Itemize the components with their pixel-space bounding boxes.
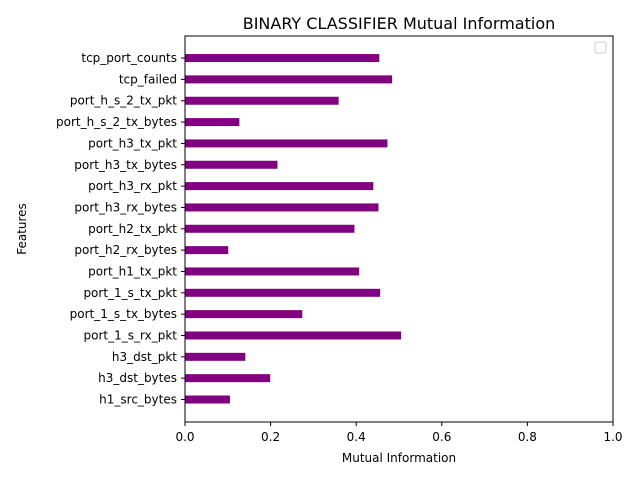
bar-port_h3_tx_pkt	[185, 139, 388, 148]
bar-h3_dst_pkt	[185, 352, 246, 361]
bar-port_h2_tx_pkt	[185, 224, 355, 233]
bar-port_1_s_rx_pkt	[185, 331, 402, 340]
legend-box[interactable]	[594, 41, 607, 54]
x-tick-label: 0.6	[432, 430, 451, 444]
bar-port_h3_rx_bytes	[185, 203, 379, 212]
y-tick-label: tcp_failed	[119, 72, 177, 86]
bar-port_h3_rx_pkt	[185, 182, 374, 191]
y-tick-label: port_h3_rx_bytes	[74, 200, 177, 214]
bar-h1_src_bytes	[185, 395, 230, 404]
y-tick-label: h3_dst_pkt	[112, 350, 177, 364]
y-tick-label: port_h3_tx_pkt	[88, 136, 177, 150]
y-tick-label: port_1_s_rx_pkt	[84, 328, 178, 342]
bar-tcp_port_counts	[185, 54, 380, 63]
x-tick-label: 1.0	[603, 430, 622, 444]
bar-h3_dst_bytes	[185, 374, 271, 383]
y-tick-label: port_h1_tx_pkt	[88, 264, 177, 278]
chart-title: BINARY CLASSIFIER Mutual Information	[243, 14, 556, 33]
x-tick-label: 0.8	[518, 430, 537, 444]
bars-group	[185, 54, 402, 404]
x-tick-label: 0.0	[175, 430, 194, 444]
y-tick-label: h1_src_bytes	[99, 393, 177, 407]
y-axis-label: Features	[15, 203, 29, 255]
y-tick-label: port_h2_tx_pkt	[88, 222, 177, 236]
bar-port_1_s_tx_pkt	[185, 288, 381, 297]
y-ticks-group: h1_src_bytes h3_dst_bytes h3_dst_pkt port_1…	[56, 51, 185, 407]
y-tick-label: tcp_port_counts	[81, 51, 177, 65]
y-tick-label: port_h_s_2_tx_bytes	[56, 115, 177, 129]
bar-port_1_s_tx_bytes	[185, 310, 303, 319]
bar-port_h_s_2_tx_pkt	[185, 96, 339, 105]
bar-tcp_failed	[185, 75, 393, 84]
y-tick-label: port_1_s_tx_pkt	[83, 286, 177, 300]
bar-port_h3_tx_bytes	[185, 160, 278, 169]
x-tick-label: 0.4	[347, 430, 366, 444]
y-tick-label: port_h3_rx_pkt	[88, 179, 177, 193]
bar-port_h1_tx_pkt	[185, 267, 360, 276]
y-tick-label: port_h_s_2_tx_pkt	[70, 94, 177, 108]
x-ticks-group: 0.0 0.2 0.4 0.6 0.8 1.0	[175, 422, 623, 444]
y-tick-label: port_h3_tx_bytes	[74, 158, 177, 172]
x-tick-label: 0.2	[261, 430, 280, 444]
bar-port_h2_rx_bytes	[185, 246, 229, 255]
y-tick-label: port_1_s_tx_bytes	[70, 307, 177, 321]
bar-port_h_s_2_tx_bytes	[185, 118, 240, 127]
y-tick-label: port_h2_rx_bytes	[74, 243, 177, 257]
y-tick-label: h3_dst_bytes	[98, 371, 177, 385]
x-axis-label: Mutual Information	[342, 451, 456, 465]
plot-frame	[184, 35, 614, 423]
